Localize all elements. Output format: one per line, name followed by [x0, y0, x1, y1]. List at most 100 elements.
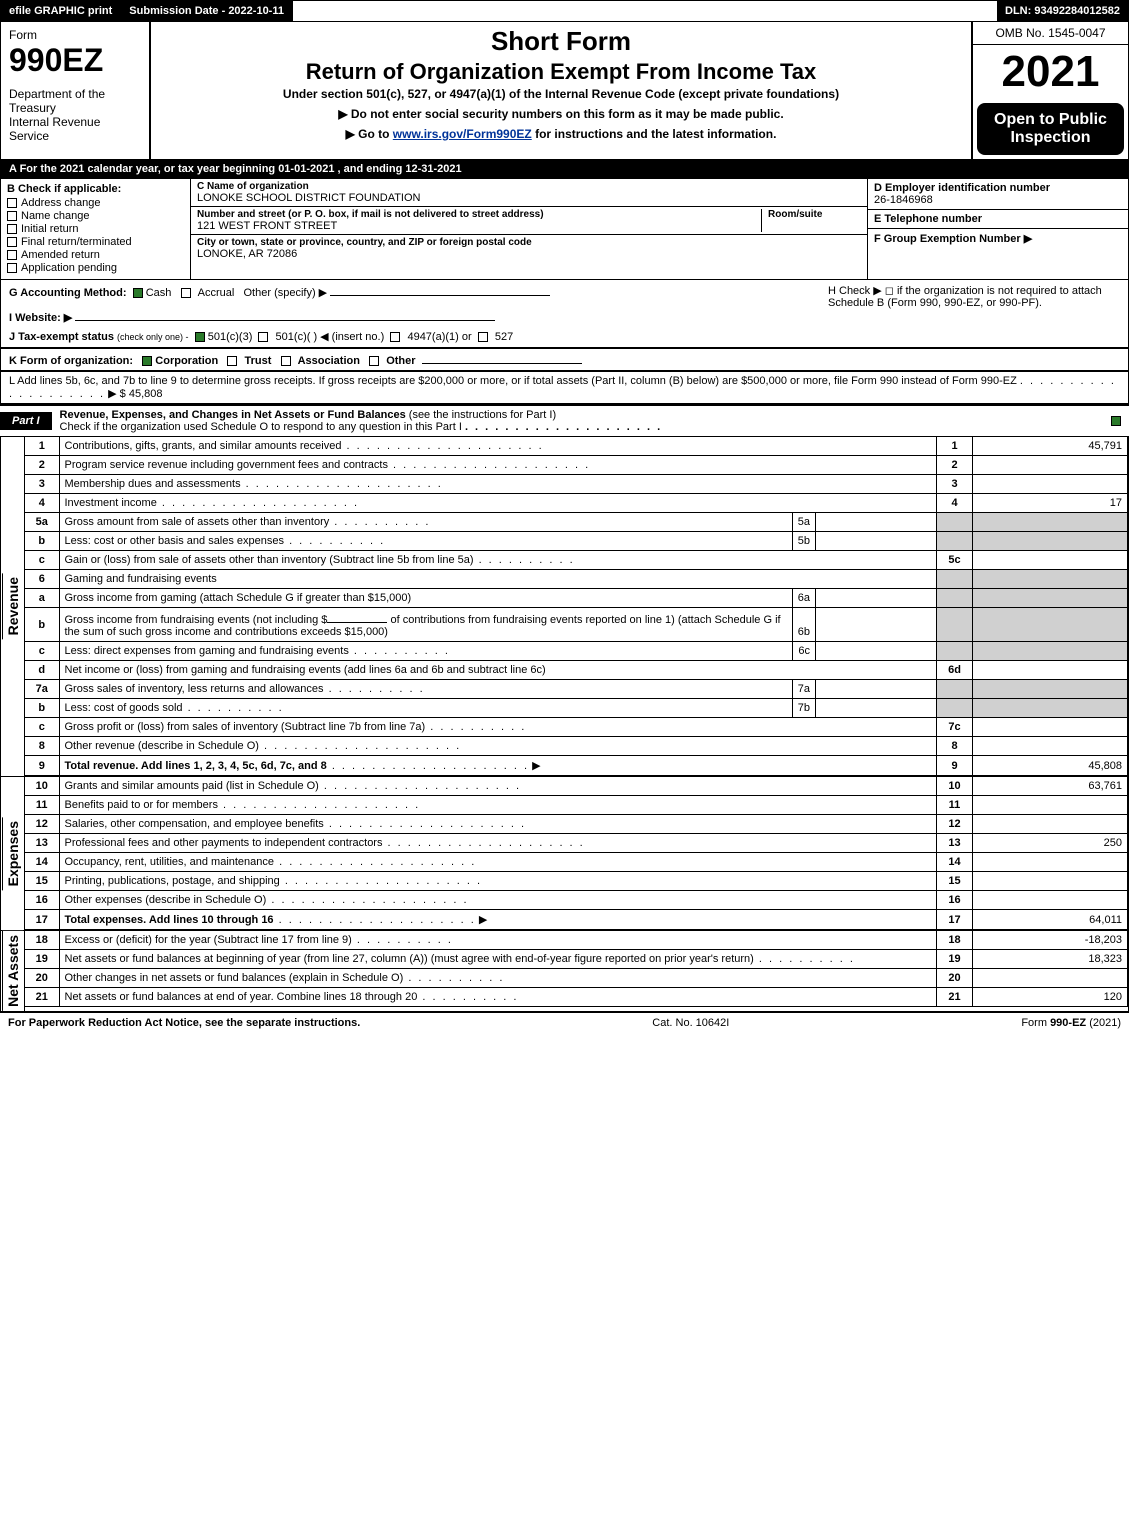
- line-16: 16Other expenses (describe in Schedule O…: [25, 891, 1128, 910]
- dots-icon: [218, 799, 420, 811]
- line-5a: 5aGross amount from sale of assets other…: [25, 513, 1128, 532]
- k-corp: Corporation: [155, 355, 218, 367]
- netassets-block: Net Assets 18Excess or (deficit) for the…: [0, 931, 1129, 1012]
- dots-icon: [274, 856, 476, 868]
- efile-label[interactable]: efile GRAPHIC print: [1, 1, 121, 21]
- line-18: 18Excess or (deficit) for the year (Subt…: [25, 931, 1128, 950]
- org-name: LONOKE SCHOOL DISTRICT FOUNDATION: [197, 192, 861, 204]
- dots-icon: [349, 645, 450, 657]
- b-title: Check if applicable:: [18, 183, 121, 195]
- dots-icon: [241, 478, 443, 490]
- f-label: F Group Exemption Number ▶: [874, 233, 1032, 245]
- dots-icon: [327, 760, 529, 772]
- line-6d: dNet income or (loss) from gaming and fu…: [25, 661, 1128, 680]
- netassets-table: 18Excess or (deficit) for the year (Subt…: [25, 931, 1128, 1007]
- checkbox-checked-icon: [133, 288, 143, 298]
- dots-icon: [474, 554, 575, 566]
- line-3: 3Membership dues and assessments3: [25, 475, 1128, 494]
- chk-address-change[interactable]: Address change: [7, 197, 184, 209]
- checkbox-icon: [258, 332, 268, 342]
- city-label: City or town, state or province, country…: [197, 237, 861, 248]
- checkbox-icon: [7, 263, 17, 273]
- footer-right: Form 990-EZ (2021): [1021, 1017, 1121, 1029]
- j-label: J Tax-exempt status: [9, 331, 114, 343]
- checkbox-icon: [181, 288, 191, 298]
- k-other-line: [422, 352, 582, 364]
- dept-treasury: Department of the Treasury Internal Reve…: [9, 87, 141, 143]
- dln-label: DLN: 93492284012582: [997, 1, 1128, 21]
- omb-number: OMB No. 1545-0047: [973, 22, 1128, 45]
- dots-icon: [324, 683, 425, 695]
- header-center: Short Form Return of Organization Exempt…: [151, 22, 973, 159]
- b-letter: B: [7, 183, 15, 195]
- irs-link[interactable]: www.irs.gov/Form990EZ: [393, 127, 532, 141]
- checkbox-icon: [7, 224, 17, 234]
- chk-name-change[interactable]: Name change: [7, 210, 184, 222]
- checkbox-icon: [7, 237, 17, 247]
- line-8: 8Other revenue (describe in Schedule O)8: [25, 737, 1128, 756]
- netassets-side-label: Net Assets: [1, 931, 25, 1011]
- checkbox-icon: [227, 356, 237, 366]
- line-4: 4Investment income417: [25, 494, 1128, 513]
- dots-icon: [157, 497, 359, 509]
- dots-icon: [754, 953, 855, 965]
- page-footer: For Paperwork Reduction Act Notice, see …: [0, 1012, 1129, 1033]
- section-def: D Employer identification number 26-1846…: [868, 179, 1128, 279]
- chk-amended-return[interactable]: Amended return: [7, 249, 184, 261]
- dots-icon: [417, 991, 518, 1003]
- checkbox-icon: [281, 356, 291, 366]
- dots-icon: [319, 780, 521, 792]
- dots-icon: [259, 740, 461, 752]
- checkbox-icon: [7, 211, 17, 221]
- j-sub: (check only one) -: [117, 332, 189, 342]
- line-10: 10Grants and similar amounts paid (list …: [25, 777, 1128, 796]
- section-a: A For the 2021 calendar year, or tax yea…: [0, 160, 1129, 179]
- revenue-table: 1Contributions, gifts, grants, and simil…: [25, 437, 1128, 776]
- chk-final-return[interactable]: Final return/terminated: [7, 236, 184, 248]
- addr-value: 121 WEST FRONT STREET: [197, 220, 761, 232]
- dots-icon: [266, 894, 468, 906]
- row-i: I Website: ▶: [9, 309, 820, 324]
- bcd-grid: B Check if applicable: Address change Na…: [0, 179, 1129, 280]
- dots-icon: [382, 837, 584, 849]
- part1-tag: Part I: [0, 412, 52, 430]
- i-label: I Website: ▶: [9, 312, 72, 324]
- g-other: Other (specify) ▶: [244, 287, 328, 299]
- section-c: C Name of organization LONOKE SCHOOL DIS…: [191, 179, 868, 279]
- line-9: 9Total revenue. Add lines 1, 2, 3, 4, 5c…: [25, 756, 1128, 776]
- subtitle: Under section 501(c), 527, or 4947(a)(1)…: [161, 87, 961, 101]
- chk-application-pending[interactable]: Application pending: [7, 262, 184, 274]
- line-6b: bGross income from fundraising events (n…: [25, 608, 1128, 642]
- dots-icon: [388, 459, 590, 471]
- k-assoc: Association: [298, 355, 360, 367]
- k-label: K Form of organization:: [9, 355, 133, 367]
- form-word: Form: [9, 28, 141, 42]
- revenue-block: Revenue 1Contributions, gifts, grants, a…: [0, 437, 1129, 777]
- line-15: 15Printing, publications, postage, and s…: [25, 872, 1128, 891]
- expenses-table: 10Grants and similar amounts paid (list …: [25, 777, 1128, 930]
- line-5b: bLess: cost or other basis and sales exp…: [25, 532, 1128, 551]
- room-label: Room/suite: [768, 209, 861, 220]
- checkbox-icon: [7, 198, 17, 208]
- dots-icon: [403, 972, 504, 984]
- line-20: 20Other changes in net assets or fund ba…: [25, 969, 1128, 988]
- k-other: Other: [386, 355, 415, 367]
- line-19: 19Net assets or fund balances at beginni…: [25, 950, 1128, 969]
- revenue-side-label: Revenue: [1, 437, 25, 776]
- row-g: G Accounting Method: Cash Accrual Other …: [9, 284, 820, 299]
- g-other-line: [330, 284, 550, 296]
- tax-year: 2021: [973, 45, 1128, 99]
- section-k: K Form of organization: Corporation Trus…: [0, 348, 1129, 371]
- chk-initial-return[interactable]: Initial return: [7, 223, 184, 235]
- line-1: 1Contributions, gifts, grants, and simil…: [25, 437, 1128, 456]
- line-5c: cGain or (loss) from sale of assets othe…: [25, 551, 1128, 570]
- footer-left: For Paperwork Reduction Act Notice, see …: [8, 1017, 360, 1029]
- k-trust: Trust: [244, 355, 271, 367]
- note-goto-pre: ▶ Go to: [346, 127, 393, 141]
- l-text: L Add lines 5b, 6c, and 7b to line 9 to …: [9, 375, 1017, 387]
- c-label: C Name of organization: [197, 181, 861, 192]
- form-header: Form 990EZ Department of the Treasury In…: [0, 22, 1129, 160]
- j-527: 527: [495, 331, 513, 343]
- header-left: Form 990EZ Department of the Treasury In…: [1, 22, 151, 159]
- part1-checkbox[interactable]: [1111, 415, 1129, 427]
